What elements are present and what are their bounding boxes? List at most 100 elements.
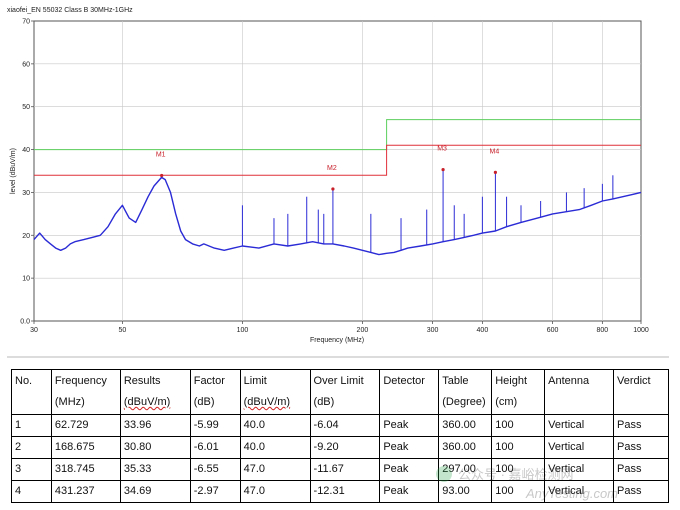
x-tick-label: 100 xyxy=(237,327,249,334)
header-label: Results xyxy=(123,375,161,387)
table-cell: 47.0 xyxy=(239,458,311,481)
header-unit: (cm) xyxy=(495,396,518,408)
marker-point xyxy=(331,187,335,191)
marker-label: M2 xyxy=(327,165,337,172)
table-cell: 40.0 xyxy=(239,436,311,459)
header-unit: (dB) xyxy=(193,396,215,408)
table-cell: -6.55 xyxy=(189,458,241,481)
table-cell: -5.99 xyxy=(189,414,241,437)
table-header-cell: Factor (dB) xyxy=(189,369,241,415)
header-label: Frequency xyxy=(54,375,107,387)
table-row: 1 62.729 33.96 -5.99 40.0 -6.04 Peak 360.00 100 V… xyxy=(11,414,670,437)
header-unit: (dB) xyxy=(313,396,335,408)
marker-points: M1 M2 M3 M4 xyxy=(156,146,500,244)
table-cell: Peak xyxy=(379,458,440,481)
x-tick-label: 300 xyxy=(427,327,439,334)
header-label: Table xyxy=(442,375,469,387)
table-header-cell: Antenna xyxy=(544,369,614,415)
marker-label: M3 xyxy=(437,146,447,153)
table-cell: 318.745 xyxy=(50,458,121,481)
table-cell: Peak xyxy=(379,480,440,503)
table-cell: 4 xyxy=(11,480,52,503)
table-cell: -12.31 xyxy=(309,480,381,503)
y-tick-label: 30 xyxy=(22,190,30,197)
marker-point xyxy=(160,173,164,178)
header-label: Detector xyxy=(383,375,425,387)
table-cell: Vertical xyxy=(544,458,614,481)
header-unit: (dBuV/m) xyxy=(243,396,291,408)
table-cell: 431.237 xyxy=(50,480,121,503)
header-label: Limit xyxy=(243,375,267,387)
y-axis-label: level (dBuV/m) xyxy=(10,148,17,194)
marker-label: M4 xyxy=(490,148,500,155)
table-cell: 3 xyxy=(11,458,52,481)
table-cell: Peak xyxy=(379,436,440,459)
table-cell: Vertical xyxy=(544,436,614,459)
table-cell: Pass xyxy=(612,414,670,437)
y-tick-label: 20 xyxy=(22,233,30,240)
header-unit: (Degree) xyxy=(442,396,486,408)
table-cell: -6.04 xyxy=(309,414,381,437)
header-label: Over Limit xyxy=(313,375,364,387)
trace-line xyxy=(33,176,642,256)
table-cell: Vertical xyxy=(544,480,614,503)
x-tick-label: 600 xyxy=(547,327,559,334)
marker-label: M1 xyxy=(156,151,166,158)
chart-title: xiaofei_EN 55032 Class B 30MHz-1GHz xyxy=(7,7,133,14)
table-cell: 93.00 xyxy=(438,480,493,503)
header-label: Factor xyxy=(193,375,225,387)
table-cell: 34.69 xyxy=(119,480,191,503)
table-cell: 2 xyxy=(11,436,52,459)
table-cell: 30.80 xyxy=(119,436,191,459)
marker-point xyxy=(441,167,445,172)
limit-lines xyxy=(34,119,641,176)
y-tick-label: 50 xyxy=(22,104,30,111)
grid-lines xyxy=(34,21,641,321)
table-cell: 40.0 xyxy=(239,414,311,437)
x-tick-label: 800 xyxy=(597,327,609,334)
plot-area xyxy=(33,20,642,322)
table-cell: 100 xyxy=(491,436,546,459)
header-label: Antenna xyxy=(548,375,590,387)
table-header-cell: Verdict xyxy=(612,369,670,415)
table-cell: 35.33 xyxy=(119,458,191,481)
emission-trace xyxy=(33,175,642,256)
header-label: Height xyxy=(495,375,528,387)
x-axis-label: Frequency (MHz) xyxy=(310,337,364,344)
table-cell: 168.675 xyxy=(50,436,121,459)
header-label: No. xyxy=(15,375,33,387)
limit-line-lower xyxy=(34,144,641,176)
table-cell: 360.00 xyxy=(438,414,493,437)
table-cell: 297.00 xyxy=(438,458,493,481)
table-cell: -2.97 xyxy=(189,480,241,503)
table-cell: 33.96 xyxy=(119,414,191,437)
header-unit: (dBuV/m) xyxy=(123,396,171,408)
y-tick-label: 40 xyxy=(22,147,30,154)
x-tick-label: 400 xyxy=(477,327,489,334)
header-label: Verdict xyxy=(616,375,651,387)
y-tick-label: 10 xyxy=(22,276,30,283)
x-tick-label: 50 xyxy=(119,327,127,334)
table-header-cell: Results (dBuV/m) xyxy=(119,369,191,415)
table-cell: 360.00 xyxy=(438,436,493,459)
table-header-cell: Limit (dBuV/m) xyxy=(239,369,311,415)
measurement-results-table: No. Frequency (MHz) Results (dBuV/m) Factor (d… xyxy=(11,369,670,503)
marker-point xyxy=(493,170,498,174)
y-tick-label: 60 xyxy=(22,61,30,68)
x-tick-label: 1000 xyxy=(633,327,649,334)
table-header-cell: Detector xyxy=(379,369,440,415)
table-cell: 47.0 xyxy=(239,480,311,503)
table-cell: 1 xyxy=(11,414,52,437)
x-tick-labels: 30 50 100 200 300 400 600 800 1000 xyxy=(30,321,649,334)
table-header-cell: Height (cm) xyxy=(491,369,546,415)
table-header-row: No. Frequency (MHz) Results (dBuV/m) Factor (d… xyxy=(11,369,670,415)
section-divider xyxy=(7,356,669,358)
table-cell: Pass xyxy=(612,480,670,503)
x-tick-label: 200 xyxy=(357,327,369,334)
table-cell: 100 xyxy=(491,414,546,437)
table-cell: Vertical xyxy=(544,414,614,437)
header-unit: (MHz) xyxy=(54,396,85,408)
y-tick-label: 0.0 xyxy=(20,319,30,326)
table-header-cell: Frequency (MHz) xyxy=(50,369,121,415)
table-row: 3 318.745 35.33 -6.55 47.0 -11.67 Peak 297.00 10… xyxy=(11,458,670,481)
